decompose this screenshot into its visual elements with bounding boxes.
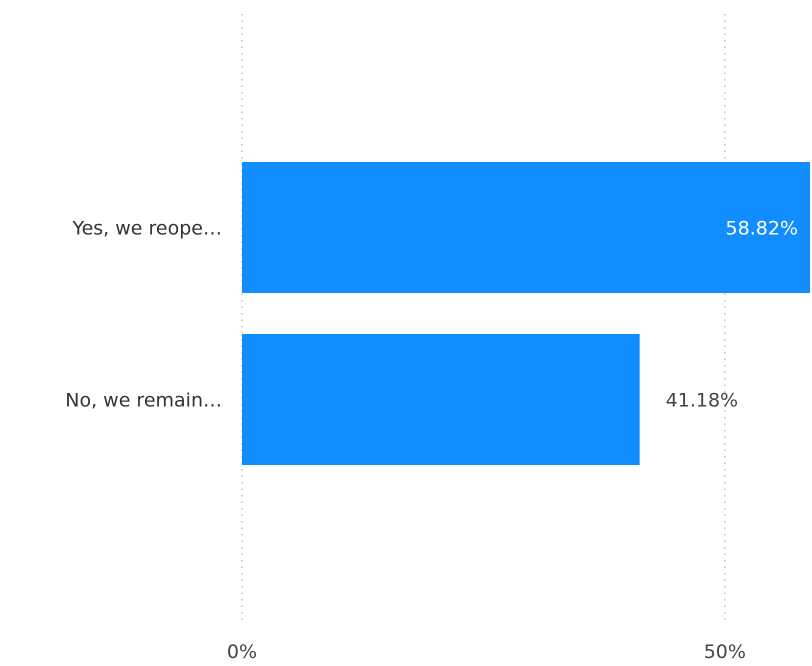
labels: 0% 50% Yes, we reope… 58.82% No, we remain… 4… — [65, 218, 798, 664]
bar-1 — [242, 334, 640, 465]
x-tick-label-1: 50% — [704, 641, 746, 663]
category-label-1: No, we remain… — [65, 390, 222, 412]
x-tick-label-0: 0% — [227, 641, 257, 663]
data-label-1: 41.18% — [666, 390, 738, 412]
bar-0 — [242, 162, 810, 293]
gridlines — [241, 14, 726, 622]
bars — [242, 162, 810, 465]
data-label-0: 58.82% — [726, 218, 798, 240]
category-label-0: Yes, we reope… — [72, 218, 222, 240]
